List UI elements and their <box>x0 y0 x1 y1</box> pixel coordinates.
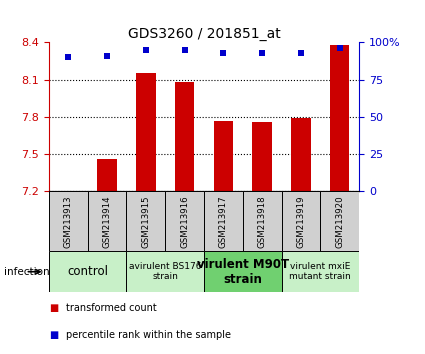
Text: percentile rank within the sample: percentile rank within the sample <box>66 330 231 339</box>
Point <box>336 46 343 51</box>
Bar <box>97 159 117 191</box>
Bar <box>88 191 127 251</box>
Text: virulent mxiE
mutant strain: virulent mxiE mutant strain <box>289 262 351 281</box>
Point <box>298 50 304 56</box>
Text: GSM213919: GSM213919 <box>297 195 306 247</box>
Bar <box>214 121 233 191</box>
Point <box>181 47 188 53</box>
Bar <box>49 251 127 292</box>
Text: virulent M90T
strain: virulent M90T strain <box>197 258 289 286</box>
Bar <box>291 118 311 191</box>
Text: GSM213915: GSM213915 <box>142 195 150 247</box>
Bar <box>243 191 281 251</box>
Bar <box>281 191 320 251</box>
Bar <box>252 122 272 191</box>
Bar <box>165 191 204 251</box>
Text: GSM213914: GSM213914 <box>102 195 111 247</box>
Text: ■: ■ <box>49 303 58 313</box>
Point <box>259 50 266 56</box>
Bar <box>127 191 165 251</box>
Bar <box>204 251 281 292</box>
Text: GSM213917: GSM213917 <box>219 195 228 247</box>
Text: GSM213916: GSM213916 <box>180 195 189 247</box>
Point <box>104 53 111 59</box>
Text: avirulent BS176
strain: avirulent BS176 strain <box>129 262 201 281</box>
Point <box>220 50 227 56</box>
Text: GSM213918: GSM213918 <box>258 195 266 247</box>
Text: control: control <box>67 265 108 278</box>
Point <box>142 47 149 53</box>
Text: infection: infection <box>4 267 50 277</box>
Bar <box>175 82 194 191</box>
Bar <box>330 45 349 191</box>
Text: GSM213913: GSM213913 <box>64 195 73 247</box>
Text: ■: ■ <box>49 330 58 339</box>
Text: transformed count: transformed count <box>66 303 157 313</box>
Bar <box>204 191 243 251</box>
Bar <box>59 190 78 191</box>
Point <box>65 55 72 60</box>
Bar <box>281 251 359 292</box>
Bar <box>49 191 88 251</box>
Bar <box>320 191 359 251</box>
Bar <box>136 74 156 191</box>
Bar <box>127 251 204 292</box>
Text: GSM213920: GSM213920 <box>335 195 344 247</box>
Title: GDS3260 / 201851_at: GDS3260 / 201851_at <box>128 28 280 41</box>
